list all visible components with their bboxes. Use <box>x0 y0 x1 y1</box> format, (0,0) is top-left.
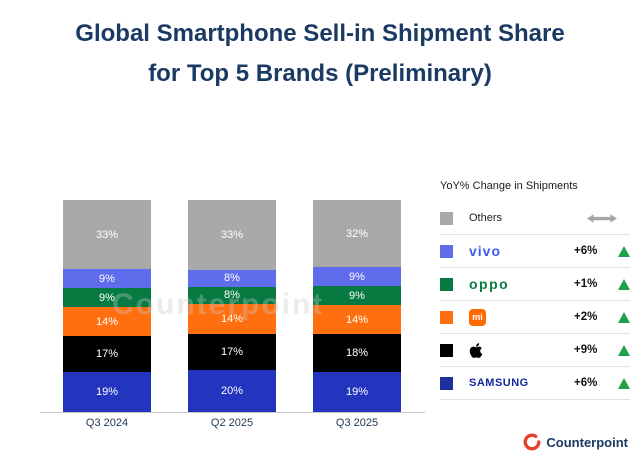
segment-value-label: 18% <box>345 347 369 360</box>
segment-apple: 18% <box>313 334 401 373</box>
brand-logo-oppo: oppo <box>469 276 510 292</box>
segment-value-label: 33% <box>220 229 244 242</box>
segment-value-label: 14% <box>95 315 119 328</box>
brand-logo-xiaomi: mi <box>469 308 574 326</box>
title-line2: for Top 5 Brands (Preliminary) <box>148 60 492 87</box>
legend-row-apple: +9% <box>440 334 630 367</box>
segment-value-label: 33% <box>95 228 119 241</box>
up-trend-triangle-icon <box>618 344 630 356</box>
counterpoint-logo: Counterpoint <box>523 433 628 451</box>
segment-others: 33% <box>188 200 276 270</box>
legend-swatch-vivo <box>440 244 453 258</box>
brand-logo-vivo: vivo <box>469 243 502 259</box>
mi-logo-icon: mi <box>469 308 486 326</box>
segment-others: 33% <box>63 200 151 270</box>
segment-oppo: 8% <box>188 286 276 304</box>
up-trend-triangle-icon <box>618 377 630 389</box>
page-title: Global Smartphone Sell-in Shipment Share… <box>0 14 640 94</box>
legend-swatch-xiaomi <box>440 310 453 324</box>
yoy-change-value: +2% <box>574 311 598 323</box>
legend-row-xiaomi: mi +2% <box>440 301 630 334</box>
segment-oppo: 9% <box>63 288 151 308</box>
yoy-change-value: +6% <box>574 245 598 257</box>
segment-value-label: 9% <box>99 291 115 304</box>
x-axis-label-q3-2025: Q3 2025 <box>335 417 379 429</box>
segment-xiaomi: 14% <box>313 304 401 335</box>
legend-swatch-oppo <box>440 277 453 291</box>
x-axis-label-q3-2024: Q3 2024 <box>85 417 129 429</box>
counterpoint-logo-text: Counterpoint <box>546 434 628 450</box>
legend-title: YoY% Change in Shipments <box>440 180 578 192</box>
segment-vivo: 8% <box>188 270 276 287</box>
segment-value-label: 32% <box>345 227 369 240</box>
segment-apple: 17% <box>63 336 151 373</box>
legend-row-samsung: SAMSUNG +6% <box>440 367 630 400</box>
segment-xiaomi: 14% <box>188 303 276 334</box>
segment-value-label: 9% <box>349 270 365 283</box>
bar-q3-2024: 19% 17% 14% 9% 9% 33% <box>63 200 151 412</box>
segment-value-label: 20% <box>220 384 244 397</box>
segment-apple: 17% <box>188 333 276 370</box>
legend-swatch-samsung <box>440 376 453 390</box>
segment-samsung: 20% <box>188 369 276 412</box>
segment-value-label: 8% <box>224 289 240 302</box>
legend-rows: Others vivo +6% oppo +1% mi +2% +9% SAMSUNG +6% <box>440 202 630 400</box>
legend-panel: YoY% Change in Shipments Others vivo +6% op… <box>440 180 630 400</box>
segment-value-label: 19% <box>345 386 369 399</box>
segment-value-label: 14% <box>220 312 244 325</box>
legend-row-others: Others <box>440 202 630 235</box>
x-axis-labels: Q3 2024 Q2 2025 Q3 2025 <box>40 417 425 433</box>
segment-others: 32% <box>313 200 401 268</box>
segment-value-label: 17% <box>95 348 119 361</box>
up-trend-triangle-icon <box>618 245 630 257</box>
brand-logo-others: Others <box>469 212 503 224</box>
yoy-change-value: +6% <box>574 377 598 389</box>
legend-swatch-apple <box>440 343 453 357</box>
segment-value-label: 9% <box>349 289 365 302</box>
segment-value-label: 17% <box>220 345 244 358</box>
legend-row-vivo: vivo +6% <box>440 235 630 268</box>
segment-samsung: 19% <box>313 372 401 412</box>
brand-logo-samsung: SAMSUNG <box>469 377 529 389</box>
segment-vivo: 9% <box>63 269 151 289</box>
counterpoint-logo-icon <box>523 433 541 451</box>
segment-samsung: 19% <box>63 372 151 412</box>
apple-logo-icon <box>469 342 574 359</box>
x-axis-label-q2-2025: Q2 2025 <box>210 417 254 429</box>
segment-value-label: 9% <box>99 272 115 285</box>
stacked-bar-chart: 19% 17% 14% 9% 9% 33% 20% 17% 14% 8% 8% 33% 19% 18% 14… <box>40 200 425 413</box>
title-line1: Global Smartphone Sell-in Shipment Share <box>75 20 565 47</box>
segment-xiaomi: 14% <box>63 307 151 337</box>
segment-oppo: 9% <box>313 286 401 305</box>
yoy-change-value: +1% <box>574 278 598 290</box>
segment-value-label: 19% <box>95 386 119 399</box>
segment-value-label: 14% <box>345 313 369 326</box>
flat-trend-arrow-icon <box>574 213 630 224</box>
yoy-change-value: +9% <box>574 344 598 356</box>
up-trend-triangle-icon <box>618 278 630 290</box>
segment-vivo: 9% <box>313 267 401 287</box>
segment-value-label: 8% <box>224 272 240 285</box>
legend-row-oppo: oppo +1% <box>440 268 630 301</box>
bar-q3-2025: 19% 18% 14% 9% 9% 32% <box>313 200 401 412</box>
bar-q2-2025: 20% 17% 14% 8% 8% 33% <box>188 200 276 412</box>
up-trend-triangle-icon <box>618 311 630 323</box>
legend-swatch-others <box>440 211 453 225</box>
